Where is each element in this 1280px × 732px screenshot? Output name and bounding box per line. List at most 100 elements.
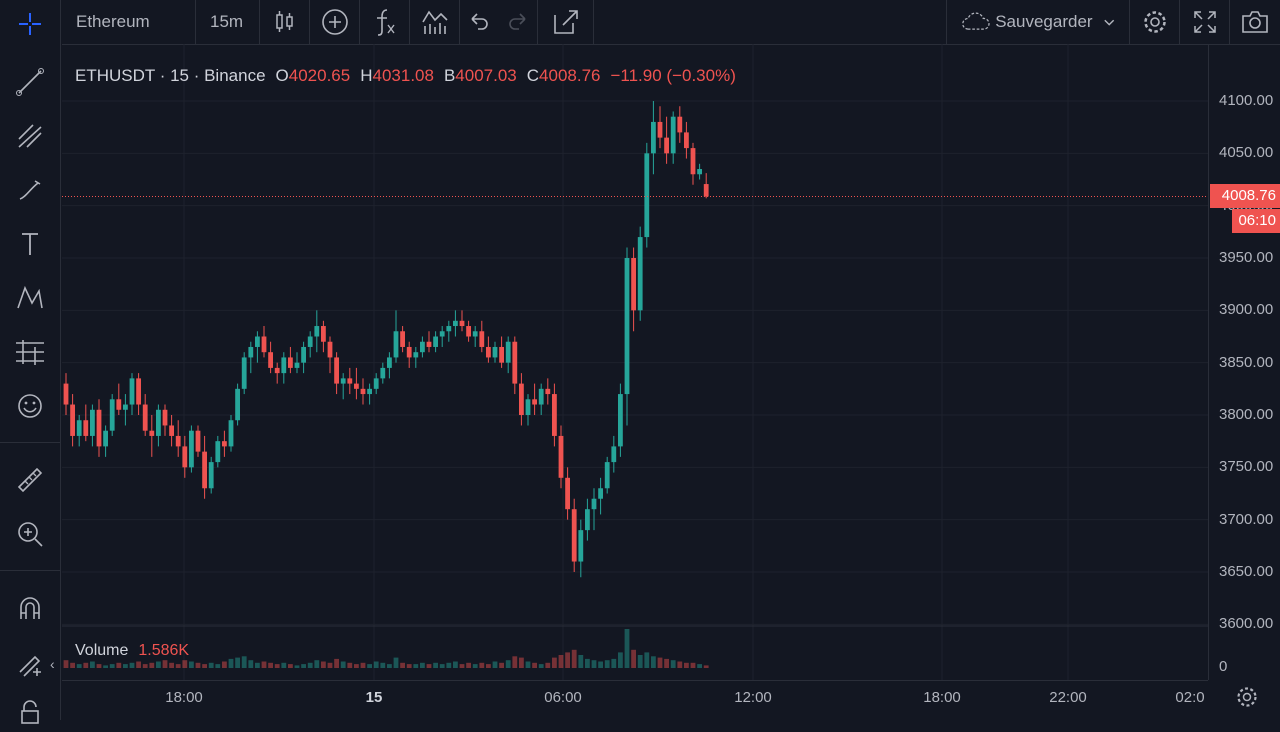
candle-body [466, 326, 471, 337]
pitchfork-icon[interactable] [8, 116, 52, 156]
axis-settings-icon[interactable] [1234, 684, 1260, 710]
volume-bar [195, 662, 201, 668]
candle-body [598, 488, 603, 499]
candle-body [624, 258, 630, 395]
legend-close-label: C [526, 66, 540, 85]
fullscreen-toggle-button[interactable] [1180, 0, 1230, 44]
volume-bar [426, 664, 432, 668]
settings-button[interactable] [1130, 0, 1180, 44]
volume-bar [123, 664, 128, 668]
compare-button[interactable] [310, 0, 360, 44]
candle-body [222, 441, 227, 447]
magnet-icon[interactable] [8, 588, 52, 628]
candle-body [103, 430, 108, 447]
candle-body [76, 420, 82, 436]
volume-bar [241, 656, 247, 668]
lock-drawings-icon[interactable] [8, 642, 52, 682]
candle-body [703, 184, 709, 197]
legend-high-label: H [360, 66, 373, 85]
volume-bar [175, 664, 181, 668]
volume-bar [248, 660, 254, 668]
candle-body [651, 121, 656, 154]
candle-body [664, 137, 669, 154]
save-button[interactable]: Sauvegarder [946, 0, 1130, 44]
time-label: 18:00 [165, 689, 203, 706]
ruler-icon[interactable] [8, 460, 52, 500]
legend-symbol: ETHUSDT · 15 · Binance [75, 66, 266, 85]
candle-body [486, 346, 491, 358]
undo-icon [471, 13, 488, 30]
candle-body [340, 378, 346, 384]
indicators-button[interactable] [360, 0, 410, 44]
volume-bar [136, 661, 141, 668]
candle-body [175, 435, 181, 447]
candle-body [433, 336, 438, 347]
volume-bar [420, 662, 425, 668]
price-label: 3850.00 [1219, 353, 1274, 371]
lock-icon[interactable] [8, 692, 52, 732]
volume-bar [492, 661, 498, 668]
undo-button[interactable] [460, 0, 498, 44]
function-icon [376, 9, 395, 36]
volume-bar [479, 662, 485, 668]
volume-bar [294, 665, 300, 668]
candle-body [611, 446, 617, 463]
legend-low: 4007.03 [455, 66, 517, 85]
candle-body [406, 346, 412, 358]
emoji-icon[interactable] [8, 386, 52, 426]
volume-bar [202, 664, 207, 668]
candle-body [585, 509, 590, 531]
volume-label: Volume [75, 642, 129, 659]
volume-value: 1.586K [138, 642, 190, 659]
time-label: 12:00 [734, 689, 772, 706]
time-axis[interactable]: 18:00 15 06:00 12:00 18:00 22:00 02:0 [62, 680, 1208, 721]
candle-body [393, 331, 399, 358]
candle-body [70, 404, 75, 436]
candle-body [307, 336, 313, 347]
candle-body [387, 357, 392, 368]
price-label: 4100.00 [1219, 92, 1274, 109]
fullscreen-button[interactable] [538, 0, 594, 44]
snapshot-button[interactable] [1230, 0, 1280, 44]
volume-bar [380, 662, 386, 668]
volume-bar [360, 662, 366, 668]
candle-body [545, 388, 551, 395]
chart-type-button[interactable] [260, 0, 310, 44]
pattern-icon[interactable] [8, 278, 52, 318]
brush-icon[interactable] [8, 170, 52, 210]
candle-body [116, 399, 122, 410]
trend-line-icon[interactable] [8, 62, 52, 102]
volume-bar [96, 664, 102, 668]
price-label: 3700.00 [1219, 510, 1274, 528]
volume-bar [189, 661, 194, 668]
candle-body [321, 326, 326, 342]
volume-bar [486, 664, 491, 668]
legend-close: 4008.76 [539, 66, 601, 85]
symbol-search-button[interactable]: Ethereum [62, 0, 196, 44]
price-axis[interactable]: 4100.004050.004000.003950.003900.003850.… [1208, 44, 1280, 680]
interval-button[interactable]: 15m [196, 0, 260, 44]
templates-button[interactable] [410, 0, 460, 44]
volume-bar [321, 661, 326, 668]
text-tool-icon[interactable] [8, 224, 52, 264]
volume-bar [657, 657, 663, 668]
volume-bar [433, 662, 438, 668]
drawing-toolbar [0, 0, 61, 724]
collapse-arrow-icon[interactable]: ‹ [50, 656, 55, 672]
candle-body [618, 394, 623, 447]
volume-bar [552, 657, 557, 668]
candle-body [367, 388, 372, 395]
volume-bar [314, 660, 320, 668]
prediction-tool-icon[interactable] [8, 332, 52, 372]
volume-bar [532, 662, 537, 668]
candle-body [400, 331, 405, 347]
candle-body [347, 378, 353, 384]
volume-bar [281, 662, 287, 668]
expand-icon [1193, 11, 1216, 33]
volume-bar [307, 662, 313, 668]
crosshair-icon[interactable] [8, 4, 52, 44]
candle-body [123, 404, 128, 410]
price-chart[interactable] [62, 44, 1208, 680]
zoom-in-icon[interactable] [8, 514, 52, 554]
redo-button[interactable] [498, 0, 538, 44]
